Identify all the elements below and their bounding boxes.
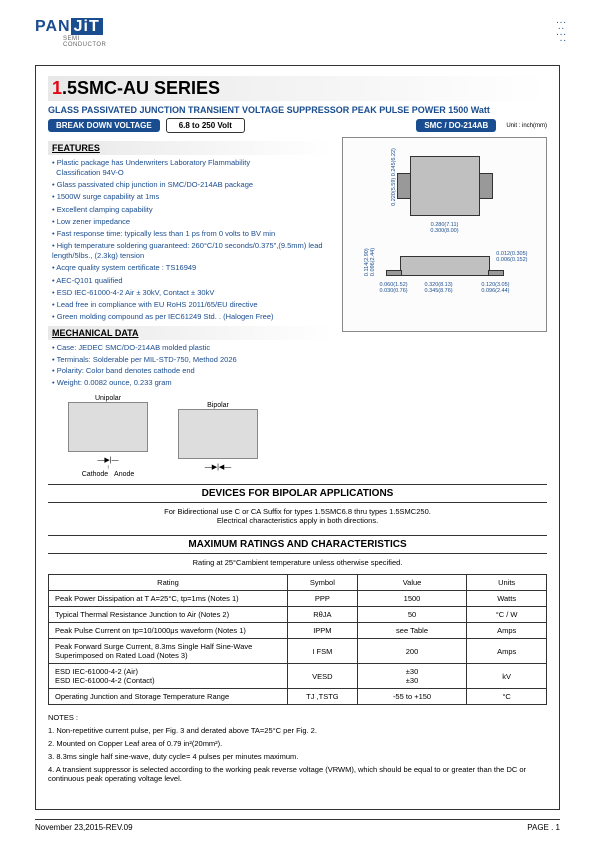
notes-heading: NOTES :	[48, 713, 547, 722]
feature-item: Acqre quality system certificate : TS169…	[52, 263, 334, 273]
title-prefix: 1	[52, 78, 62, 98]
unit-label: Unit : inch(mm)	[506, 123, 547, 129]
breakdown-chip: BREAK DOWN VOLTAGE	[48, 119, 160, 132]
note-item: 2. Mounted on Copper Leaf area of 0.79 i…	[48, 739, 547, 748]
subtitle: GLASS PASSIVATED JUNCTION TRANSIENT VOLT…	[48, 105, 547, 115]
notes-section: NOTES : 1. Non-repetitive current pulse,…	[48, 713, 547, 783]
bipolar-label: Bipolar	[207, 402, 229, 409]
footer-page: PAGE . 1	[527, 823, 560, 832]
dim-l2: 0.320(8.13) 0.345(8.76)	[425, 282, 453, 294]
bipolar-apps-heading: DEVICES FOR BIPOLAR APPLICATIONS	[48, 484, 547, 503]
decorative-dots: . . . . .. . . . .	[556, 18, 565, 42]
feature-item: Green molding compound as per IEC61249 S…	[52, 312, 334, 322]
dim-l1: 0.060(1.52) 0.030(0.76)	[380, 282, 408, 294]
max-ratings-heading: MAXIMUM RATINGS AND CHARACTERISTICS	[48, 535, 547, 554]
feature-item: AEC-Q101 qualified	[52, 276, 334, 286]
th-value: Value	[357, 575, 467, 591]
package-diagram: 0.220(5.59) 0.245(6.22) 0.280(7.11) 0.30…	[342, 137, 547, 332]
feature-item: High temperature soldering guaranteed: 2…	[52, 241, 334, 261]
bipolar-note: For Bidirectional use C or CA Suffix for…	[48, 503, 547, 529]
th-symbol: Symbol	[288, 575, 358, 591]
dim-h2: 0.114(2.90) 0.096(2.44)	[364, 248, 376, 276]
dim-w1: 0.280(7.11) 0.300(8.00)	[349, 222, 540, 234]
dim-t1: 0.012(0.305) 0.006(0.152)	[496, 251, 527, 263]
logo-sub: SEMICONDUCTOR	[63, 36, 106, 48]
logo: PANJiT SEMICONDUCTOR	[35, 18, 106, 48]
bipolar-image	[178, 409, 258, 459]
feature-item: ESD IEC-61000-4-2 Air ± 30kV, Contact ± …	[52, 288, 334, 298]
th-units: Units	[467, 575, 547, 591]
table-row: Peak Pulse Current on tp=10/1000μs wavef…	[49, 623, 547, 639]
dim-h1: 0.220(5.59) 0.245(6.22)	[390, 148, 396, 206]
table-row: ESD IEC-61000-4-2 (Air) ESD IEC-61000-4-…	[49, 664, 547, 689]
voltage-row: BREAK DOWN VOLTAGE 6.8 to 250 Volt SMC /…	[48, 118, 547, 133]
feature-item: Lead free in compliance with EU RoHS 201…	[52, 300, 334, 310]
mech-item: Case: JEDEC SMC/DO-214AB molded plastic	[52, 343, 334, 352]
diode-diagrams: Unipolar —▶|— ↑Cathode Anode Bipolar —▶|…	[68, 395, 547, 478]
unipolar-block: Unipolar —▶|— ↑Cathode Anode	[68, 395, 148, 478]
package-chip: SMC / DO-214AB	[416, 119, 496, 132]
note-item: 4. A transient suppressor is selected ac…	[48, 765, 547, 783]
unipolar-label: Unipolar	[95, 395, 121, 402]
table-row: Peak Power Dissipation at T A=25°C, tp=1…	[49, 591, 547, 607]
feature-item: Plastic package has Underwriters Laborat…	[52, 158, 334, 178]
voltage-range-chip: 6.8 to 250 Volt	[166, 118, 245, 133]
feature-item: 1500W surge capability at 1ms	[52, 192, 334, 202]
feature-item: Fast response time: typically less than …	[52, 229, 334, 239]
mechanical-heading: MECHANICAL DATA	[48, 326, 334, 340]
mech-item: Terminals: Solderable per MIL-STD-750, M…	[52, 355, 334, 364]
mech-item: Polarity: Color band denotes cathode end	[52, 366, 334, 375]
table-row: Typical Thermal Resistance Junction to A…	[49, 607, 547, 623]
table-row: Operating Junction and Storage Temperatu…	[49, 689, 547, 705]
cathode-label: Cathode	[82, 471, 108, 478]
mechanical-list: Case: JEDEC SMC/DO-214AB molded plastic …	[48, 343, 334, 387]
mech-item: Weight: 0.0082 ounce, 0.233 gram	[52, 378, 334, 387]
logo-pan: PAN	[35, 18, 71, 35]
page-title: 1.5SMC-AU SERIES	[48, 76, 547, 101]
features-list: Plastic package has Underwriters Laborat…	[48, 158, 334, 322]
bipolar-block: Bipolar —▶|◀—	[178, 402, 258, 471]
footer: November 23,2015-REV.09 PAGE . 1	[35, 819, 560, 832]
feature-item: Low zener impedance	[52, 217, 334, 227]
note-item: 3. 8.3ms single half sine-wave, duty cyc…	[48, 752, 547, 761]
logo-jit: JiT	[71, 18, 103, 35]
feature-item: Glass passivated chip junction in SMC/DO…	[52, 180, 334, 190]
ratings-table: Rating Symbol Value Units Peak Power Dis…	[48, 574, 547, 705]
feature-item: Excellent clamping capability	[52, 205, 334, 215]
unipolar-image	[68, 402, 148, 452]
title-rest: .5SMC-AU SERIES	[62, 78, 220, 98]
footer-date: November 23,2015-REV.09	[35, 823, 133, 832]
max-ratings-note: Rating at 25°Cambient temperature unless…	[48, 554, 547, 571]
anode-label: Anode	[114, 471, 134, 478]
note-item: 1. Non-repetitive current pulse, per Fig…	[48, 726, 547, 735]
table-row: Peak Forward Surge Current, 8.3ms Single…	[49, 639, 547, 664]
dim-l3: 0.120(3.05) 0.096(2.44)	[481, 282, 509, 294]
features-heading: FEATURES	[48, 141, 334, 155]
content-frame: 1.5SMC-AU SERIES GLASS PASSIVATED JUNCTI…	[35, 65, 560, 810]
th-rating: Rating	[49, 575, 288, 591]
